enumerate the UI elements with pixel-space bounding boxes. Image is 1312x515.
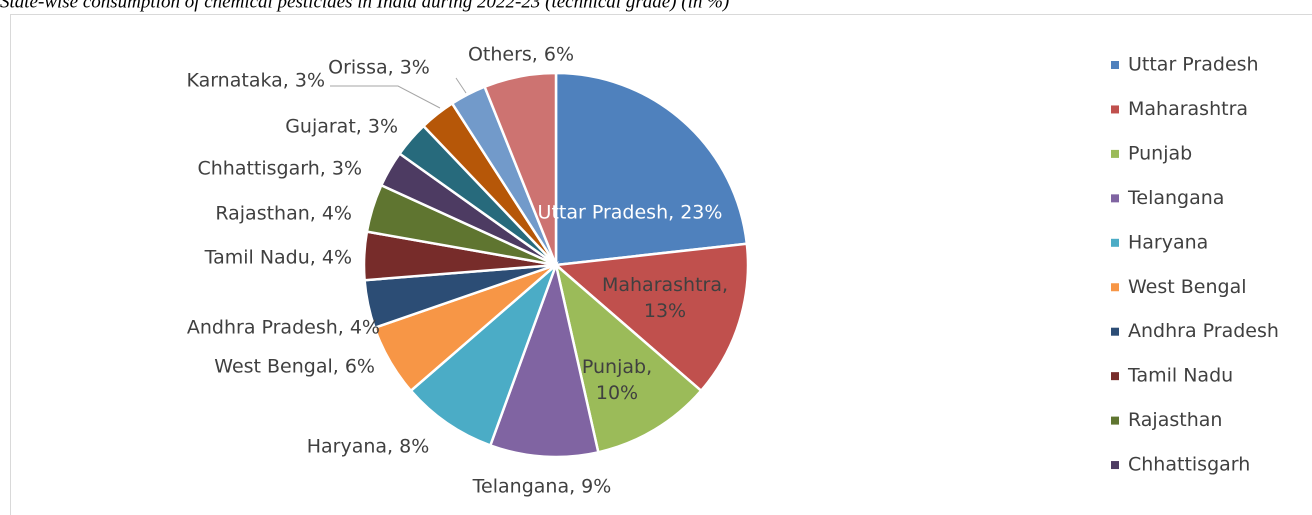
leader-line: [455, 77, 467, 94]
data-label: Punjab, 10%: [582, 356, 652, 404]
chart-title: State-wise consumption of chemical pesti…: [0, 0, 729, 12]
data-label: Orissa, 3%: [328, 57, 430, 79]
legend-label: Haryana: [1128, 231, 1208, 253]
legend-label: Andhra Pradesh: [1128, 320, 1279, 342]
legend-label: West Bengal: [1128, 276, 1247, 298]
data-label: Chhattisgarh, 3%: [197, 158, 362, 180]
data-label: Telangana, 9%: [472, 476, 612, 498]
data-label: Tamil Nadu, 4%: [204, 247, 352, 269]
legend-swatch: [1111, 416, 1119, 425]
legend-label: Tamil Nadu: [1127, 365, 1233, 387]
legend-swatch: [1111, 238, 1119, 247]
data-label: Maharashtra, 13%: [602, 274, 728, 322]
data-label: West Bengal, 6%: [214, 356, 375, 378]
legend-label: Chhattisgarh: [1128, 454, 1250, 476]
pie-slice: [553, 261, 703, 454]
legend-swatch: [1111, 61, 1119, 69]
data-label: Karnataka, 3%: [186, 70, 325, 92]
legend-label: Telangana: [1127, 187, 1224, 209]
legend-label: Uttar Pradesh: [1128, 54, 1259, 76]
legend-swatch: [1111, 283, 1119, 292]
chart-frame: [10, 14, 1312, 515]
data-label: Gujarat, 3%: [285, 116, 398, 138]
pie-slice: [554, 71, 749, 267]
data-label: Haryana, 8%: [307, 436, 430, 458]
legend-swatch: [1111, 194, 1119, 203]
pie-slice: [553, 242, 750, 393]
pie-slice: [483, 71, 558, 266]
pie-slice: [409, 260, 559, 448]
legend-swatch: [1111, 372, 1119, 381]
pie-slice: [488, 260, 600, 459]
legend-swatch: [1111, 461, 1119, 470]
leader-line: [330, 85, 441, 109]
legend-swatch: [1111, 149, 1119, 158]
legend-label: Punjab: [1128, 142, 1192, 164]
data-label: Others, 6%: [468, 44, 574, 66]
legend-label: Maharashtra: [1128, 98, 1248, 120]
legend-swatch: [1111, 105, 1119, 114]
legend-label: Rajasthan: [1128, 409, 1222, 431]
data-label: Rajasthan, 4%: [215, 203, 352, 225]
legend-swatch: [1111, 327, 1119, 336]
data-label: Uttar Pradesh, 23%: [538, 202, 723, 224]
data-label: Andhra Pradesh, 4%: [187, 317, 380, 339]
